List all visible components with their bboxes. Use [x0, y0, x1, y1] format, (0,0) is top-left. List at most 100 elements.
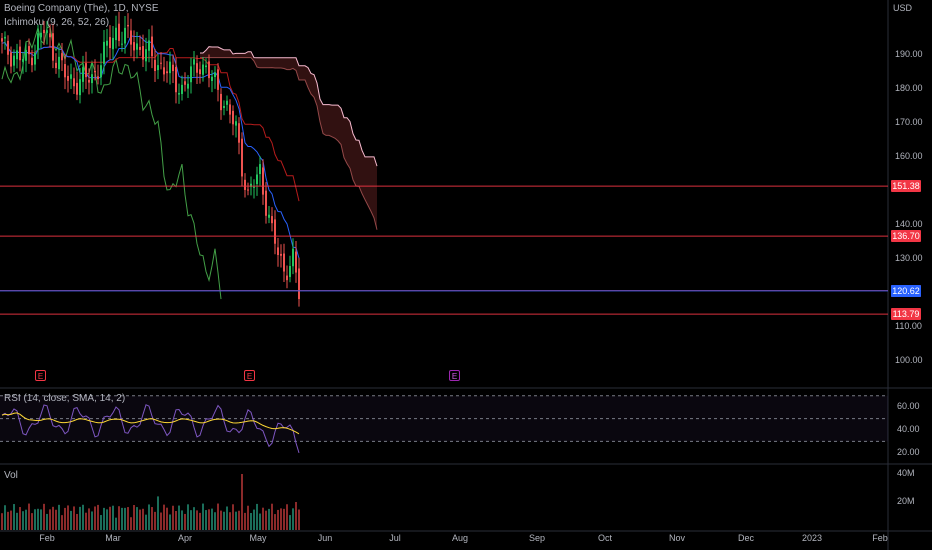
volume-bar — [241, 474, 243, 530]
price-tag-113.79[interactable]: 113.79 — [891, 308, 921, 321]
candle-body — [88, 79, 90, 83]
candle-body — [169, 61, 171, 74]
volume-bar — [274, 514, 276, 530]
candle-body — [124, 27, 126, 44]
candle-body — [148, 40, 150, 51]
time-tick: Sep — [528, 533, 546, 543]
candle-body — [118, 23, 120, 41]
volume-bar — [49, 509, 51, 530]
candle-body — [133, 42, 135, 51]
volume-bar — [76, 513, 78, 530]
ichimoku-legend[interactable]: Ichimoku (9, 26, 52, 26) — [4, 17, 110, 28]
candle-body — [106, 40, 108, 46]
candle-body — [64, 64, 66, 78]
volume-bar — [115, 517, 117, 530]
volume-bar — [136, 507, 138, 530]
candle-body — [262, 167, 264, 195]
candle-body — [73, 78, 75, 87]
candle-body — [16, 50, 18, 60]
volume-bar — [94, 506, 96, 530]
volume-bar — [202, 503, 204, 530]
candle-body — [97, 76, 99, 80]
candle-body — [289, 266, 291, 277]
candle-body — [4, 36, 6, 39]
candle-body — [286, 275, 288, 281]
candle-body — [49, 33, 51, 38]
volume-bar — [250, 512, 252, 530]
earnings-marker[interactable]: E — [244, 370, 255, 381]
volume-bar — [25, 509, 27, 530]
candle-body — [7, 40, 9, 55]
candle-body — [295, 251, 297, 273]
symbol-title[interactable]: Boeing Company (The), 1D, NYSE — [4, 3, 159, 14]
volume-bar — [118, 506, 120, 530]
earnings-marker[interactable]: E — [35, 370, 46, 381]
volume-bar — [4, 505, 6, 530]
volume-bar — [91, 511, 93, 530]
candle-body — [271, 216, 273, 224]
volume-bar — [157, 496, 159, 530]
candle-body — [202, 64, 204, 75]
volume-bar — [238, 510, 240, 530]
rsi-tick: 40.00 — [897, 424, 920, 434]
candle-body — [61, 53, 63, 61]
price-tag-136.70[interactable]: 136.70 — [891, 230, 921, 243]
volume-bar — [37, 508, 39, 530]
candle-body — [151, 36, 153, 57]
volume-bar — [196, 510, 198, 530]
price-tick: 190.00 — [895, 48, 923, 59]
price-tag-120.62[interactable]: 120.62 — [891, 284, 921, 297]
volume-legend[interactable]: Vol — [4, 470, 18, 481]
candle-body — [229, 104, 231, 115]
volume-bar — [133, 505, 135, 530]
volume-bar — [64, 507, 66, 530]
candle-body — [109, 37, 111, 49]
candle-body — [10, 52, 12, 67]
volume-bar — [88, 508, 90, 530]
volume-bar — [151, 507, 153, 530]
volume-bar — [154, 511, 156, 530]
candle-body — [142, 46, 144, 60]
volume-bar — [187, 504, 189, 530]
candle-body — [22, 58, 24, 62]
candle-body — [232, 110, 234, 125]
candle-body — [85, 63, 87, 78]
volume-bar — [103, 507, 105, 530]
candle-body — [121, 43, 123, 45]
volume-bar — [1, 513, 3, 530]
volume-bar — [31, 513, 33, 530]
candle-body — [136, 43, 138, 50]
price-tick: 130.00 — [895, 252, 923, 263]
rsi-tick: 20.00 — [897, 446, 920, 457]
candle-body — [244, 179, 246, 190]
candle-body — [253, 186, 255, 188]
time-tick: Apr — [177, 533, 193, 543]
time-tick: Nov — [668, 533, 686, 543]
volume-bar — [205, 510, 207, 530]
candle-body — [250, 183, 252, 187]
earnings-marker[interactable]: E — [449, 370, 460, 381]
rsi-legend[interactable]: RSI (14, close, SMA, 14, 2) — [4, 393, 126, 404]
candle-body — [205, 65, 207, 68]
candle-body — [196, 63, 198, 73]
rsi-line — [1, 404, 300, 454]
volume-bar — [247, 505, 249, 530]
volume-bar — [7, 511, 9, 530]
volume-bar — [130, 517, 132, 530]
volume-bar — [184, 513, 186, 530]
candle-body — [154, 59, 156, 72]
candle-body — [172, 64, 174, 72]
volume-bar — [244, 512, 246, 530]
candle-body — [28, 46, 30, 55]
candle-body — [247, 189, 249, 191]
candle-body — [67, 75, 69, 81]
volume-bar — [235, 511, 237, 530]
rsi-ma-line — [1, 412, 300, 435]
volume-bar — [292, 508, 294, 530]
price-tag-151.38[interactable]: 151.38 — [891, 180, 921, 193]
candle-body — [139, 46, 141, 50]
volume-bar — [82, 504, 84, 530]
volume-bar — [148, 504, 150, 530]
candle-body — [211, 76, 213, 81]
